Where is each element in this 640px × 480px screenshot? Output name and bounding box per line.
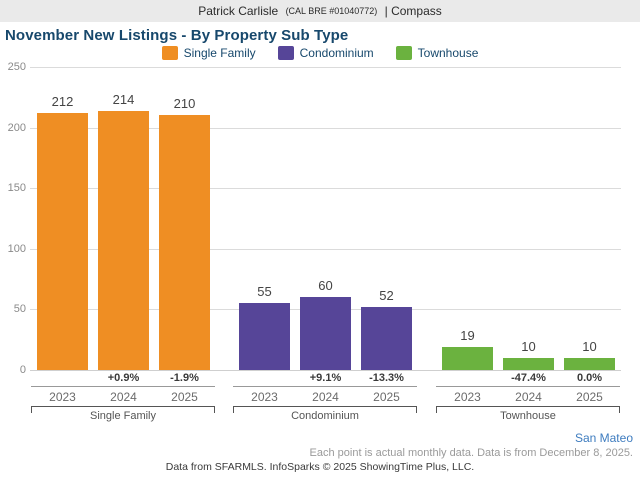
gridline-200 (30, 128, 621, 129)
legend-swatch-condominium (277, 46, 294, 60)
y-axis-tick-250: 250 (7, 61, 26, 73)
year-label-single-family-2024: 2024 (110, 390, 137, 404)
bar-value-condominium-2025: 52 (379, 288, 394, 303)
bar-townhouse-2025[interactable] (564, 358, 615, 370)
chart-legend: Single Family Condominium Townhouse (0, 44, 640, 62)
bar-value-condominium-2023: 55 (257, 284, 272, 299)
group-divider-condominium (233, 386, 417, 387)
legend-swatch-single-family (161, 46, 178, 60)
credit-line: Data from SFARMLS. InfoSparks © 2025 Sho… (165, 461, 475, 473)
pct-change-townhouse-2024: -47.4% (511, 372, 546, 384)
bar-value-single-family-2025: 210 (173, 96, 196, 111)
y-axis-tick-200: 200 (7, 122, 26, 134)
bar-value-townhouse-2024: 10 (521, 339, 536, 354)
year-label-townhouse-2023: 2023 (454, 390, 481, 404)
bar-value-single-family-2023: 212 (51, 94, 74, 109)
group-bracket-condominium (233, 406, 417, 413)
group-label-condominium: Condominium (291, 410, 359, 422)
bar-value-townhouse-2025: 10 (582, 339, 597, 354)
pct-change-townhouse-2025: 0.0% (576, 372, 603, 384)
legend-label: Single Family (183, 46, 256, 60)
year-label-condominium-2025: 2025 (373, 390, 400, 404)
y-axis-tick-0: 0 (19, 364, 26, 376)
legend-swatch-townhouse (395, 46, 412, 60)
agent-license: (CAL BRE #01040772) (285, 6, 378, 16)
bar-townhouse-2023[interactable] (442, 347, 493, 370)
year-label-townhouse-2025: 2025 (576, 390, 603, 404)
pct-change-single-family-2025: -1.9% (170, 372, 199, 384)
group-label-single-family: Single Family (89, 410, 157, 422)
pct-change-single-family-2024: +0.9% (107, 372, 140, 384)
group-bracket-single-family (31, 406, 215, 413)
legend-label: Condominium (299, 46, 374, 60)
bar-value-townhouse-2023: 19 (460, 328, 475, 343)
gridline-0 (30, 370, 621, 371)
agent-name: Patrick Carlisle (198, 4, 279, 18)
year-label-condominium-2023: 2023 (251, 390, 278, 404)
bar-condominium-2025[interactable] (361, 307, 412, 370)
bar-single-family-2023[interactable] (37, 113, 88, 370)
bar-value-single-family-2024: 214 (112, 92, 135, 107)
bar-single-family-2025[interactable] (159, 115, 210, 370)
legend-item-townhouse[interactable]: Townhouse (395, 46, 479, 60)
gridline-100 (30, 249, 621, 250)
legend-label: Townhouse (417, 46, 479, 60)
bar-townhouse-2024[interactable] (503, 358, 554, 370)
brokerage-name: | Compass (384, 4, 442, 18)
legend-item-single-family[interactable]: Single Family (161, 46, 256, 60)
data-note: Each point is actual monthly data. Data … (309, 447, 633, 459)
legend-item-condominium[interactable]: Condominium (277, 46, 374, 60)
year-label-single-family-2023: 2023 (49, 390, 76, 404)
year-label-townhouse-2024: 2024 (515, 390, 542, 404)
header-bar: Patrick Carlisle (CAL BRE #01040772) | C… (0, 0, 640, 22)
group-divider-single-family (31, 386, 215, 387)
group-divider-townhouse (436, 386, 620, 387)
pct-change-condominium-2025: -13.3% (369, 372, 404, 384)
group-bracket-townhouse (436, 406, 620, 413)
pct-change-condominium-2024: +9.1% (309, 372, 342, 384)
year-label-single-family-2025: 2025 (171, 390, 198, 404)
y-axis-tick-50: 50 (13, 303, 26, 315)
bar-value-condominium-2024: 60 (318, 278, 333, 293)
y-axis-tick-100: 100 (7, 243, 26, 255)
chart-title: November New Listings - By Property Sub … (5, 27, 349, 44)
gridline-250 (30, 67, 621, 68)
year-label-condominium-2024: 2024 (312, 390, 339, 404)
gridline-150 (30, 188, 621, 189)
bar-condominium-2024[interactable] (300, 297, 351, 370)
bar-single-family-2024[interactable] (98, 111, 149, 370)
y-axis-tick-150: 150 (7, 182, 26, 194)
location-link[interactable]: San Mateo (574, 431, 633, 445)
bar-condominium-2023[interactable] (239, 303, 290, 370)
group-label-townhouse: Townhouse (500, 410, 556, 422)
